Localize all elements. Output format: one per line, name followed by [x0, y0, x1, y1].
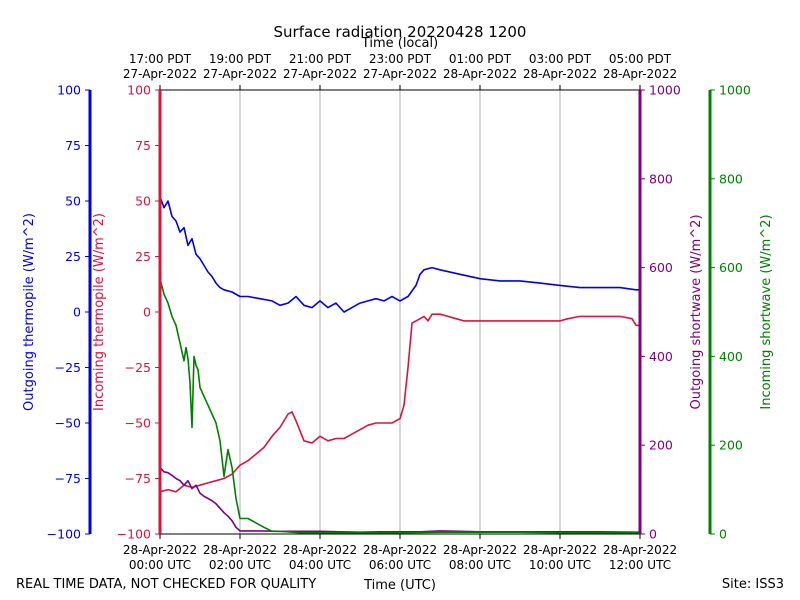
y-tick-label: 600: [719, 260, 743, 275]
y-tick-label: 75: [65, 138, 81, 153]
y-tick-label: 200: [719, 438, 743, 453]
x-tick-label-bottom-time: 10:00 UTC: [529, 558, 591, 572]
incoming-shortwave-axis: 0 200 400 600 800 1000 Incoming shortwave (W/m…: [708, 83, 774, 542]
x-tick-label-bottom-date: 28-Apr-2022: [363, 543, 437, 557]
x-tick-label-top-time: 03:00 PDT: [529, 52, 592, 66]
y-tick-label: 0: [143, 305, 151, 320]
x-tick-label-bottom-time: 06:00 UTC: [369, 558, 431, 572]
y-tick-label: 0: [649, 527, 657, 542]
y-tick-label: −75: [125, 471, 151, 486]
y-tick-label: 1000: [719, 83, 751, 98]
y-tick-label: −25: [125, 360, 151, 375]
x-tick-label-top-date: 27-Apr-2022: [283, 67, 357, 81]
x-tick-label-top-time: 21:00 PDT: [289, 52, 352, 66]
y-tick-label: 25: [65, 249, 81, 264]
y-tick-label: 50: [65, 194, 81, 209]
x-tick-label-top-date: 27-Apr-2022: [203, 67, 277, 81]
y-tick-label: 800: [649, 171, 673, 186]
y-tick-label: 50: [135, 194, 151, 209]
x-tick-label-bottom-time: 04:00 UTC: [289, 558, 351, 572]
x-tick-label-top-date: 28-Apr-2022: [523, 67, 597, 81]
x-tick-label-bottom-date: 28-Apr-2022: [123, 543, 197, 557]
x-tick-label-bottom-date: 28-Apr-2022: [603, 543, 677, 557]
y-tick-label: 400: [649, 349, 673, 364]
series-lines: [159, 196, 641, 534]
outgoing-thermopile-axis: −100 −75 −50 −25 0 25 50 75 100 Outgoing thermopi…: [22, 83, 92, 542]
outgoing-shortwave-axis: 0 200 400 600 800 1000 Outgoing shortwave (W/m…: [638, 83, 704, 542]
x-tick-label-bottom-time: 08:00 UTC: [449, 558, 511, 572]
x-tick-label-top-date: 28-Apr-2022: [603, 67, 677, 81]
y-tick-label: 100: [57, 83, 81, 98]
y-tick-label: 1000: [649, 83, 681, 98]
x-tick-label-top-time: 17:00 PDT: [129, 52, 192, 66]
x-tick-label-top-time: 23:00 PDT: [369, 52, 432, 66]
y-tick-label: 0: [73, 305, 81, 320]
x-tick-label-top-date: 27-Apr-2022: [123, 67, 197, 81]
x-tick-label-bottom-date: 28-Apr-2022: [203, 543, 277, 557]
chart-title: Surface radiation 20220428 1200: [274, 23, 527, 41]
y-tick-label: 100: [127, 83, 151, 98]
y-tick-label: −25: [55, 360, 81, 375]
y-tick-label: −50: [125, 416, 151, 431]
gridlines: [239, 90, 561, 534]
site-label: Site: ISS3: [722, 577, 784, 592]
x-tick-label-bottom-date: 28-Apr-2022: [283, 543, 357, 557]
y-tick-label: 200: [649, 438, 673, 453]
y-tick-label: 25: [135, 249, 151, 264]
quality-disclaimer: REAL TIME DATA, NOT CHECKED FOR QUALITY: [16, 577, 316, 592]
x-tick-label-bottom-time: 00:00 UTC: [129, 558, 191, 572]
x-tick-label-top-time: 05:00 PDT: [609, 52, 672, 66]
incoming-thermopile-axis: −100 −75 −50 −25 0 25 50 75 100 Incoming thermopi…: [92, 83, 162, 542]
x-tick-label-top-date: 27-Apr-2022: [363, 67, 437, 81]
x-tick-label-top-time: 19:00 PDT: [209, 52, 272, 66]
x-tick-label-bottom-time: 12:00 UTC: [609, 558, 671, 572]
x-tick-label-top-time: 01:00 PDT: [449, 52, 512, 66]
y-tick-label: 0: [719, 527, 727, 542]
y-tick-label: −100: [47, 527, 81, 542]
x-tick-label-bottom-date: 28-Apr-2022: [523, 543, 597, 557]
x-tick-label-top-date: 28-Apr-2022: [443, 67, 517, 81]
series-line-outgoing-thermopile: [159, 196, 640, 313]
series-line-outgoing-shortwave: [159, 466, 641, 534]
y-axis-label: Outgoing thermopile (W/m^2): [22, 213, 37, 411]
series-line-incoming-shortwave: [159, 278, 640, 534]
x-axis-bottom-label: Time (UTC): [363, 578, 436, 593]
y-tick-label: −100: [117, 527, 151, 542]
y-axis-label: Outgoing shortwave (W/m^2): [689, 214, 704, 409]
x-tick-label-bottom-time: 02:00 UTC: [209, 558, 271, 572]
y-tick-label: 400: [719, 349, 743, 364]
x-axis-top-label: Time (local): [361, 36, 438, 51]
y-tick-label: −50: [55, 416, 81, 431]
y-axis-label: Incoming thermopile (W/m^2): [92, 213, 107, 411]
y-tick-label: 600: [649, 260, 673, 275]
y-tick-label: 800: [719, 171, 743, 186]
x-tick-label-bottom-date: 28-Apr-2022: [443, 543, 517, 557]
y-axes: −100 −75 −50 −25 0 25 50 75 100 Outgoing thermopi…: [22, 83, 774, 542]
y-tick-label: −75: [55, 471, 81, 486]
y-axis-label: Incoming shortwave (W/m^2): [759, 214, 774, 409]
y-tick-label: 75: [135, 138, 151, 153]
